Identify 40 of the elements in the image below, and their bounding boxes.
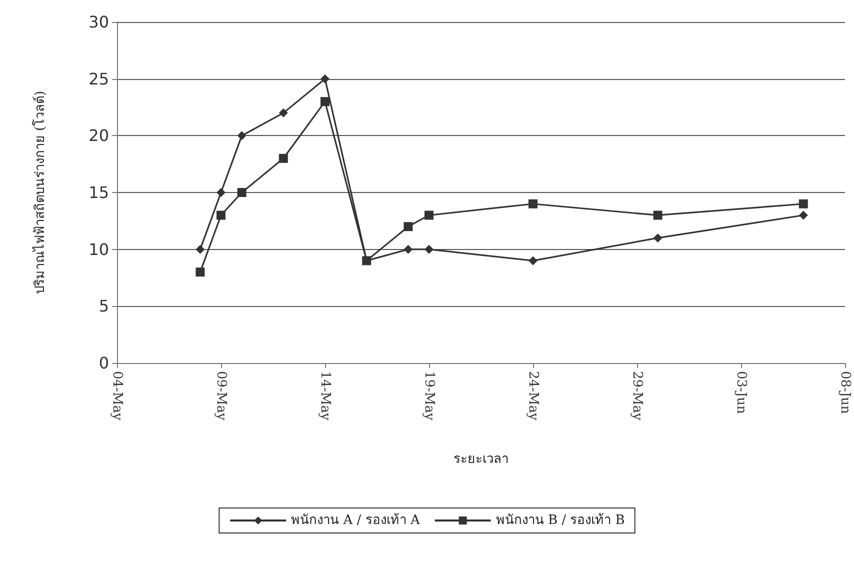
y-tick-label: 5 <box>98 296 109 316</box>
y-tick-label: 0 <box>98 354 109 372</box>
point <box>196 268 205 277</box>
point <box>216 210 226 220</box>
x-tick-label: 09-May <box>214 371 228 421</box>
point <box>320 74 330 84</box>
x-tick-label: 08-Jun <box>838 371 852 415</box>
point <box>404 244 413 254</box>
point <box>528 199 538 208</box>
point <box>278 154 288 163</box>
x-tick-label: 19-May <box>422 371 436 421</box>
point <box>798 210 808 220</box>
legend-label: พนักงาน A / รองเท้า A <box>291 513 420 528</box>
y-axis-title: ปริมาณไฟฟ้าสถิตบนร่างกาย (โวลต์) <box>32 90 48 294</box>
point <box>653 233 662 242</box>
x-tick-label: 14-May <box>318 371 332 421</box>
y-tick-label: 10 <box>88 240 109 259</box>
legend-label: พนักงาน B / รองเท้า B <box>496 513 625 528</box>
y-tick-label: 30 <box>88 12 109 32</box>
y-tick-label: 20 <box>88 126 109 146</box>
x-tick-label: 04-May <box>110 371 124 421</box>
x-tick-label: 29-May <box>630 371 644 421</box>
y-tick-label: 25 <box>88 69 109 88</box>
x-tick-label: 24-May <box>526 371 540 421</box>
point <box>653 210 662 220</box>
point <box>798 199 808 208</box>
point <box>424 244 434 254</box>
point <box>404 222 413 232</box>
point <box>362 256 372 266</box>
point <box>237 188 246 197</box>
point <box>237 131 246 140</box>
point <box>424 210 434 220</box>
point <box>196 244 205 254</box>
point <box>216 188 226 197</box>
y-tick-label: 15 <box>88 183 109 202</box>
point <box>278 108 288 118</box>
point <box>320 97 330 106</box>
x-tick-label: 03-Jun <box>734 371 748 415</box>
x-axis-title: ระยะเวลา <box>454 452 508 467</box>
point <box>528 256 538 266</box>
